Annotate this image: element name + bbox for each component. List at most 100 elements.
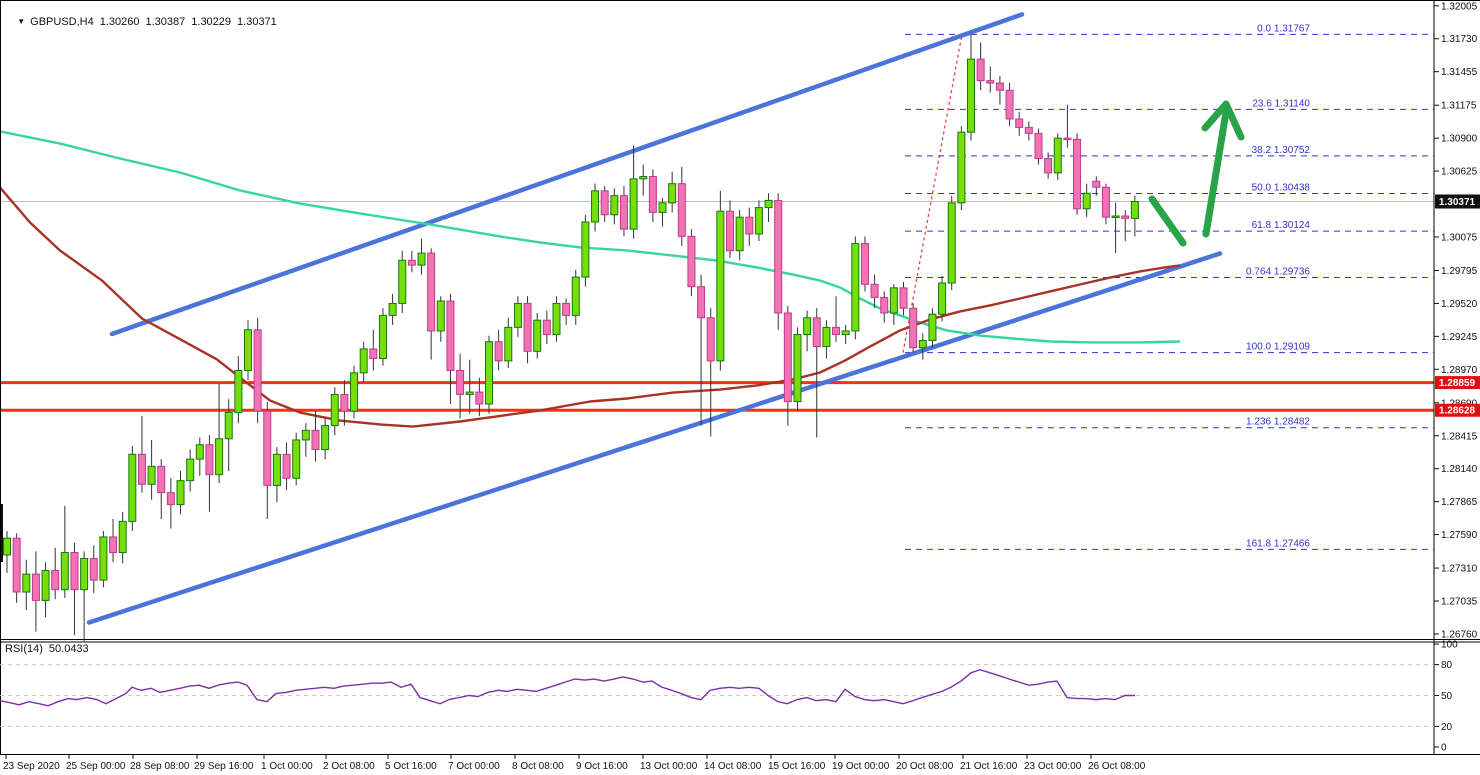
candle-bull [841, 330, 850, 336]
candle-bear [1015, 118, 1024, 128]
fib-level-label: 23.6 1.31140 [1252, 98, 1310, 109]
candle-bear [706, 317, 715, 362]
rsi-value: 50.0433 [48, 643, 89, 655]
candle-bull [350, 372, 359, 412]
candle-bear [600, 190, 609, 216]
date-label: 7 Oct 00:00 [448, 761, 500, 772]
candle-bull [398, 259, 407, 304]
candle-bear [1024, 126, 1033, 134]
date-label: 20 Oct 08:00 [896, 761, 954, 772]
candle-bull [272, 453, 281, 486]
candle-bull [851, 243, 860, 332]
candle-bull [803, 317, 812, 336]
candle-bull [244, 329, 252, 371]
price-tag-red-label: 1.28628 [1439, 406, 1476, 417]
candle-bear [812, 317, 821, 348]
fib-level-label: 1.236 1.28482 [1246, 417, 1310, 428]
price-tick-label: 1.31730 [1441, 34, 1478, 45]
candle-bull [658, 202, 667, 213]
candle-bull [1130, 201, 1139, 219]
candle-bear [1034, 132, 1043, 160]
candle-bull [947, 202, 956, 284]
candle-bull [60, 552, 69, 591]
candle-bear [899, 287, 908, 309]
date-label: 19 Oct 00:00 [832, 761, 890, 772]
candle-bear [860, 243, 869, 285]
clipped-candle [0, 504, 3, 562]
price-tick-label: 1.28415 [1441, 431, 1478, 442]
candle-bull [928, 313, 937, 342]
candle-bear [446, 300, 455, 371]
candle-bear [783, 312, 792, 403]
candle-bear [1073, 138, 1082, 210]
candle-bull [571, 276, 580, 316]
candle-bear [205, 444, 214, 476]
high-value: 1.30387 [145, 16, 186, 28]
candle-bull [889, 287, 898, 314]
candle-bull [417, 252, 426, 266]
up-arrow-shaft[interactable] [1202, 108, 1230, 238]
date-label: 23 Sep 2020 [3, 761, 60, 772]
candle-bull [330, 393, 339, 427]
fast-ma-line [0, 130, 1181, 344]
arrow-tick-stroke[interactable] [1148, 195, 1187, 247]
candle-bull [292, 439, 301, 479]
candle-bull [735, 216, 744, 252]
candle-bear [542, 319, 551, 336]
rsi-indicator-info: RSI(14) 50.0433 [5, 643, 95, 655]
candle-bull [513, 302, 522, 328]
candle-bear [995, 82, 1004, 91]
price-tick-label: 1.32005 [1441, 1, 1478, 12]
slow-ma-line [0, 186, 1181, 428]
price-tick-label: 1.30075 [1441, 232, 1478, 243]
candle-bear [870, 283, 879, 298]
rsi-tick-label: 100 [1441, 640, 1458, 651]
up-arrow-head[interactable] [1201, 100, 1245, 141]
candle-bear [263, 410, 272, 486]
candle-bear [562, 302, 571, 316]
candle-bull [1053, 137, 1062, 174]
date-label: 14 Oct 08:00 [704, 761, 762, 772]
price-tick-label: 1.30900 [1441, 134, 1478, 145]
rsi-tick-label: 50 [1441, 691, 1453, 702]
fib-level-label: 50.0 1.30438 [1252, 182, 1311, 193]
price-tick-label: 1.27310 [1441, 564, 1478, 575]
candle-bear [51, 569, 60, 591]
candle-bull [176, 480, 185, 506]
candle-bull [388, 302, 397, 316]
candle-bear [456, 369, 465, 395]
price-tick-label: 1.31175 [1441, 101, 1477, 112]
candle-bear [311, 429, 320, 451]
candle-bull [918, 340, 927, 349]
candle-bear [1005, 89, 1014, 120]
price-tag-current-label: 1.30371 [1439, 197, 1476, 208]
candle-bull [41, 569, 50, 601]
price-tick-label: 1.29520 [1441, 299, 1478, 310]
date-label: 13 Oct 00:00 [640, 761, 698, 772]
candle-bull [485, 341, 493, 405]
rsi-tick-label: 20 [1441, 722, 1453, 733]
date-label: 21 Oct 16:00 [960, 761, 1018, 772]
price-tick-label: 1.26760 [1441, 629, 1478, 640]
candle-bull [195, 444, 204, 460]
trend-channel-line[interactable] [86, 251, 1223, 625]
candle-bull [754, 207, 763, 235]
price-tick-label: 1.27035 [1441, 597, 1478, 608]
candle-bull [1082, 192, 1091, 210]
candle-bear [1092, 180, 1101, 188]
candle-bull [80, 558, 89, 591]
candle-bear [109, 536, 118, 554]
candle-bear [70, 552, 79, 591]
rsi-label: RSI(14) [5, 643, 43, 655]
candle-bear [282, 453, 291, 479]
candle-bear [832, 326, 841, 336]
date-label: 8 Oct 08:00 [512, 761, 564, 772]
candle-bear [12, 537, 21, 593]
trend-channel-line[interactable] [109, 12, 1025, 337]
candle-bear [774, 199, 783, 314]
date-label: 1 Oct 00:00 [261, 761, 313, 772]
price-tick-label: 1.27590 [1441, 530, 1478, 541]
price-tick-label: 1.27865 [1441, 497, 1478, 508]
